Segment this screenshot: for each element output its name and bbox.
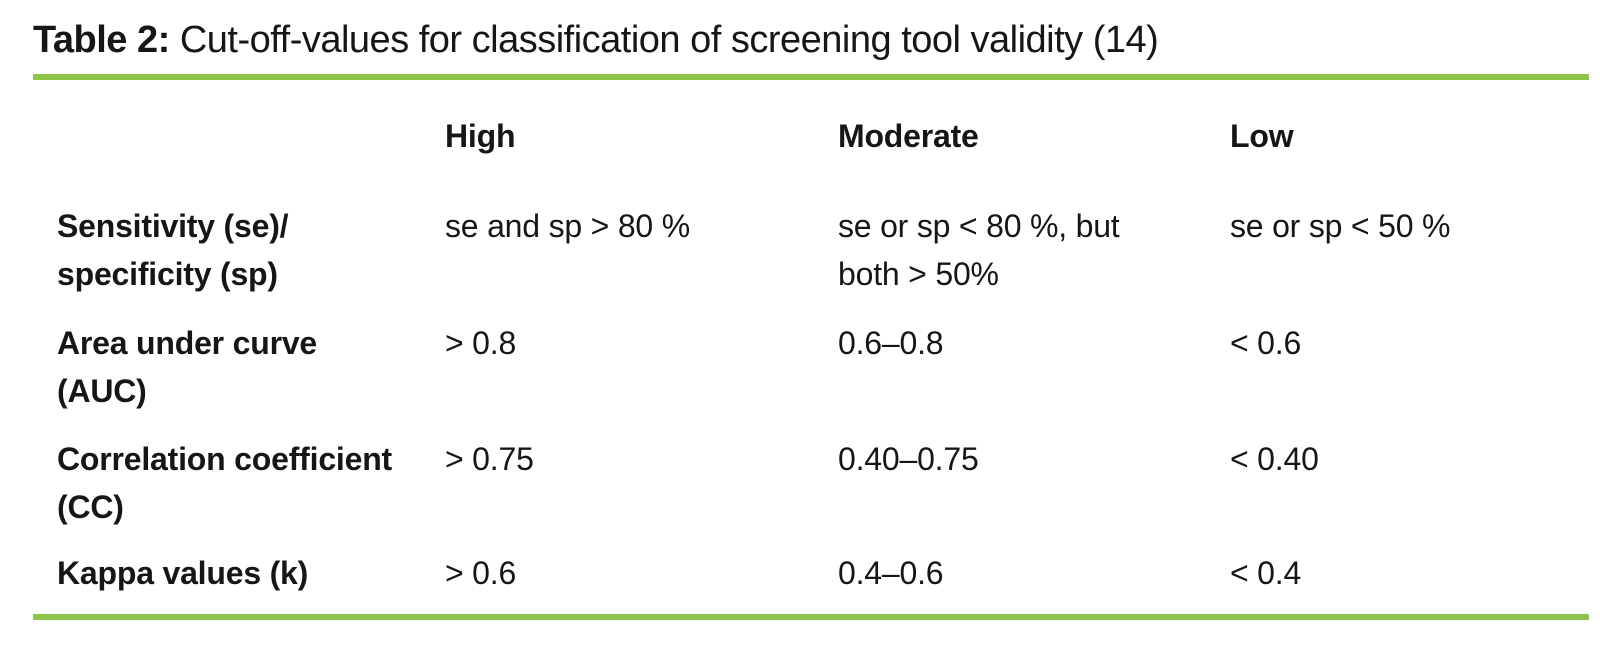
top-rule bbox=[33, 74, 1589, 80]
cell-auc-low: < 0.6 bbox=[1230, 325, 1302, 361]
table-row: Kappa values (k) > 0.6 0.4–0.6 < 0.4 bbox=[57, 549, 1587, 597]
header-empty-cell bbox=[57, 112, 445, 160]
cell-kappa-moderate: 0.4–0.6 bbox=[838, 555, 944, 591]
cell-cc-moderate: 0.40–0.75 bbox=[838, 441, 979, 477]
table-row: Area under curve (AUC) > 0.8 0.6–0.8 < 0… bbox=[57, 319, 1587, 415]
cell-sensitivity-low: se or sp < 50 % bbox=[1230, 208, 1451, 244]
cell-kappa-low: < 0.4 bbox=[1230, 555, 1302, 591]
table-caption: Table 2: Cut-off-values for classificati… bbox=[33, 16, 1159, 64]
row-label-kappa: Kappa values (k) bbox=[57, 555, 309, 591]
header-low: Low bbox=[1230, 118, 1294, 154]
cell-kappa-high: > 0.6 bbox=[445, 555, 517, 591]
cell-auc-moderate: 0.6–0.8 bbox=[838, 325, 944, 361]
row-label-auc: Area under curve (AUC) bbox=[57, 325, 318, 409]
header-moderate: Moderate bbox=[838, 118, 979, 154]
table-caption-text: Cut-off-values for classification of scr… bbox=[169, 19, 1159, 61]
bottom-rule bbox=[33, 614, 1589, 620]
row-label-sensitivity-specificity: Sensitivity (se)/ specificity (sp) bbox=[57, 208, 289, 292]
table-caption-number: Table 2: bbox=[33, 19, 170, 61]
cell-sensitivity-moderate: se or sp < 80 %, but both > 50% bbox=[838, 208, 1120, 292]
cell-cc-low: < 0.40 bbox=[1230, 441, 1319, 477]
row-label-cc: Correlation coefficient (CC) bbox=[57, 441, 393, 525]
table-row: Sensitivity (se)/ specificity (sp) se an… bbox=[57, 202, 1587, 298]
table-header-row: High Moderate Low bbox=[57, 112, 1587, 160]
cell-auc-high: > 0.8 bbox=[445, 325, 517, 361]
cell-sensitivity-high: se and sp > 80 % bbox=[445, 208, 690, 244]
table-row: Correlation coefficient (CC) > 0.75 0.40… bbox=[57, 435, 1587, 531]
header-high: High bbox=[445, 118, 516, 154]
cell-cc-high: > 0.75 bbox=[445, 441, 534, 477]
